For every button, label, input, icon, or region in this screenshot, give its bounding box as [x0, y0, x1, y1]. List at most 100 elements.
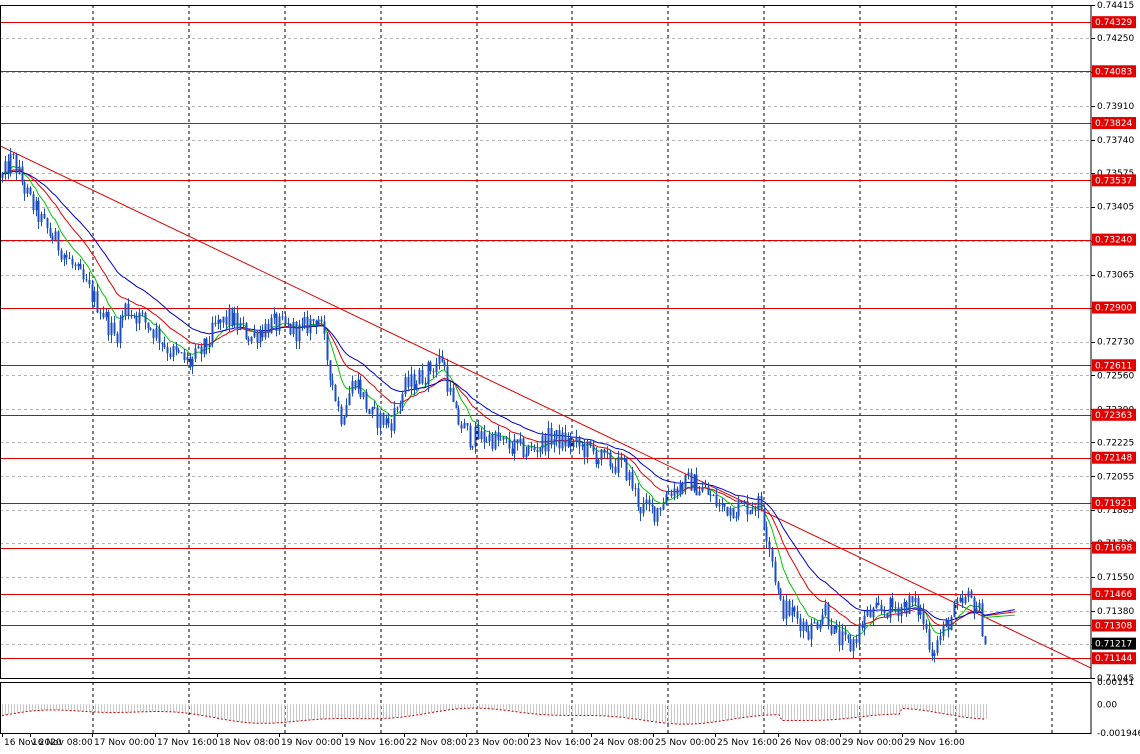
- candle-body: [155, 328, 158, 339]
- price-tick-label: 0.71885: [1097, 506, 1134, 516]
- candle-body: [278, 316, 281, 332]
- candle-body: [373, 407, 376, 409]
- candle-body: [340, 406, 343, 425]
- candle-body: [163, 344, 166, 348]
- candle-body: [365, 392, 368, 410]
- candle-body: [401, 394, 404, 405]
- level-label: 0.72148: [1095, 454, 1132, 464]
- candle-body: [488, 434, 491, 442]
- candle-body: [922, 608, 925, 624]
- level-label: 0.72363: [1095, 411, 1132, 421]
- candle-body: [589, 441, 592, 446]
- candle-body: [978, 603, 981, 609]
- level-label-box: [1092, 451, 1136, 464]
- level-label: 0.72900: [1095, 304, 1132, 314]
- candle-body: [631, 472, 634, 489]
- candle-body: [760, 496, 763, 510]
- candle-body: [519, 438, 522, 444]
- candle-body: [233, 312, 236, 326]
- candle-body: [917, 597, 920, 615]
- candle-body: [617, 456, 620, 473]
- candle-body: [905, 601, 908, 614]
- price-tick-label: 0.73405: [1097, 203, 1134, 213]
- candle-body: [51, 235, 54, 241]
- candle-body: [354, 380, 357, 389]
- candle-body: [432, 371, 435, 373]
- candle-body: [928, 629, 931, 650]
- candle-body: [441, 356, 444, 362]
- time-tick-label: 24 Nov 08:00: [593, 738, 654, 748]
- candle-body: [709, 494, 712, 496]
- time-tick-label: 25 Nov 16:00: [717, 738, 778, 748]
- candle-body: [662, 504, 665, 510]
- candle-body: [455, 401, 458, 409]
- candle-body: [239, 323, 242, 329]
- candle-body: [841, 631, 844, 646]
- candle-body: [110, 322, 113, 336]
- candle-body: [833, 625, 836, 634]
- level-label-box: [1092, 174, 1136, 187]
- candle-body: [469, 425, 472, 448]
- level-label-box: [1092, 619, 1136, 632]
- candle-body: [65, 254, 68, 258]
- candle-body: [149, 328, 152, 330]
- candle-body: [203, 338, 206, 355]
- candle-body: [29, 187, 32, 195]
- candles: [1, 147, 987, 663]
- candle-body: [757, 496, 760, 511]
- candle-body: [415, 384, 418, 390]
- candle-body: [9, 153, 12, 174]
- candle-body: [301, 323, 304, 325]
- candle-body: [947, 620, 950, 631]
- candle-body: [452, 387, 455, 402]
- candle-body: [886, 612, 889, 618]
- candle-body: [303, 317, 306, 324]
- candle-body: [653, 506, 656, 522]
- candle-body: [861, 624, 864, 628]
- candle-body: [245, 323, 248, 340]
- candle-body: [981, 603, 984, 637]
- candle-body: [261, 330, 264, 338]
- candle-body: [32, 194, 35, 211]
- candle-body: [511, 448, 514, 454]
- candle-body: [43, 213, 46, 219]
- candle-body: [676, 488, 679, 495]
- candle-body: [681, 483, 684, 490]
- level-label-box: [1092, 359, 1136, 372]
- level-label: 0.74329: [1095, 18, 1132, 28]
- candle-body: [331, 380, 334, 386]
- price-tick-label: 0.71045: [1097, 674, 1134, 684]
- candle-body: [597, 459, 600, 465]
- candle-body: [785, 600, 788, 619]
- candle-body: [953, 603, 956, 617]
- candle-body: [219, 319, 222, 323]
- candle-body: [359, 379, 362, 398]
- candle-body: [424, 383, 427, 385]
- candle-body: [49, 228, 52, 236]
- candle-body: [718, 504, 721, 507]
- current-price-label: 0.71217: [1095, 640, 1132, 650]
- price-tick-label: 0.73740: [1097, 136, 1134, 146]
- candle-body: [505, 437, 508, 439]
- candle-body: [284, 316, 287, 324]
- candle-body: [323, 321, 326, 334]
- candle-body: [852, 639, 855, 652]
- level-label: 0.71698: [1095, 544, 1132, 554]
- candle-body: [421, 370, 424, 384]
- candle-body: [945, 620, 948, 625]
- candle-body: [791, 607, 794, 616]
- level-label: 0.73537: [1095, 176, 1132, 186]
- price-tick-label: 0.73575: [1097, 169, 1134, 179]
- candle-body: [438, 356, 441, 364]
- price-tick-label: 0.72225: [1097, 438, 1134, 448]
- candle-body: [984, 636, 987, 644]
- candle-body: [670, 493, 673, 496]
- candle-body: [567, 438, 570, 447]
- candle-body: [802, 621, 805, 631]
- candle-body: [457, 408, 460, 425]
- level-label: 0.72611: [1095, 361, 1132, 371]
- candle-body: [715, 495, 718, 507]
- candle-body: [914, 597, 917, 603]
- candle-body: [393, 408, 396, 431]
